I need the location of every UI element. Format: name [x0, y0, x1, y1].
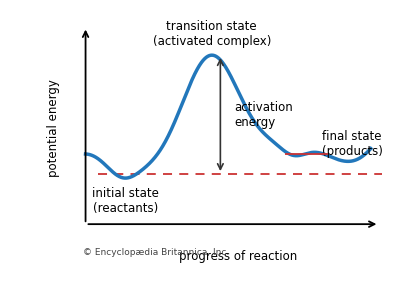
Text: initial state
(reactants): initial state (reactants)	[92, 187, 159, 215]
Text: © Encyclopædia Britannica, Inc.: © Encyclopædia Britannica, Inc.	[83, 248, 229, 257]
Text: potential energy: potential energy	[48, 79, 60, 177]
Text: transition state
(activated complex): transition state (activated complex)	[153, 20, 271, 49]
Text: progress of reaction: progress of reaction	[180, 250, 298, 263]
Text: final state
(products): final state (products)	[322, 130, 383, 158]
Text: activation
energy: activation energy	[235, 100, 293, 129]
